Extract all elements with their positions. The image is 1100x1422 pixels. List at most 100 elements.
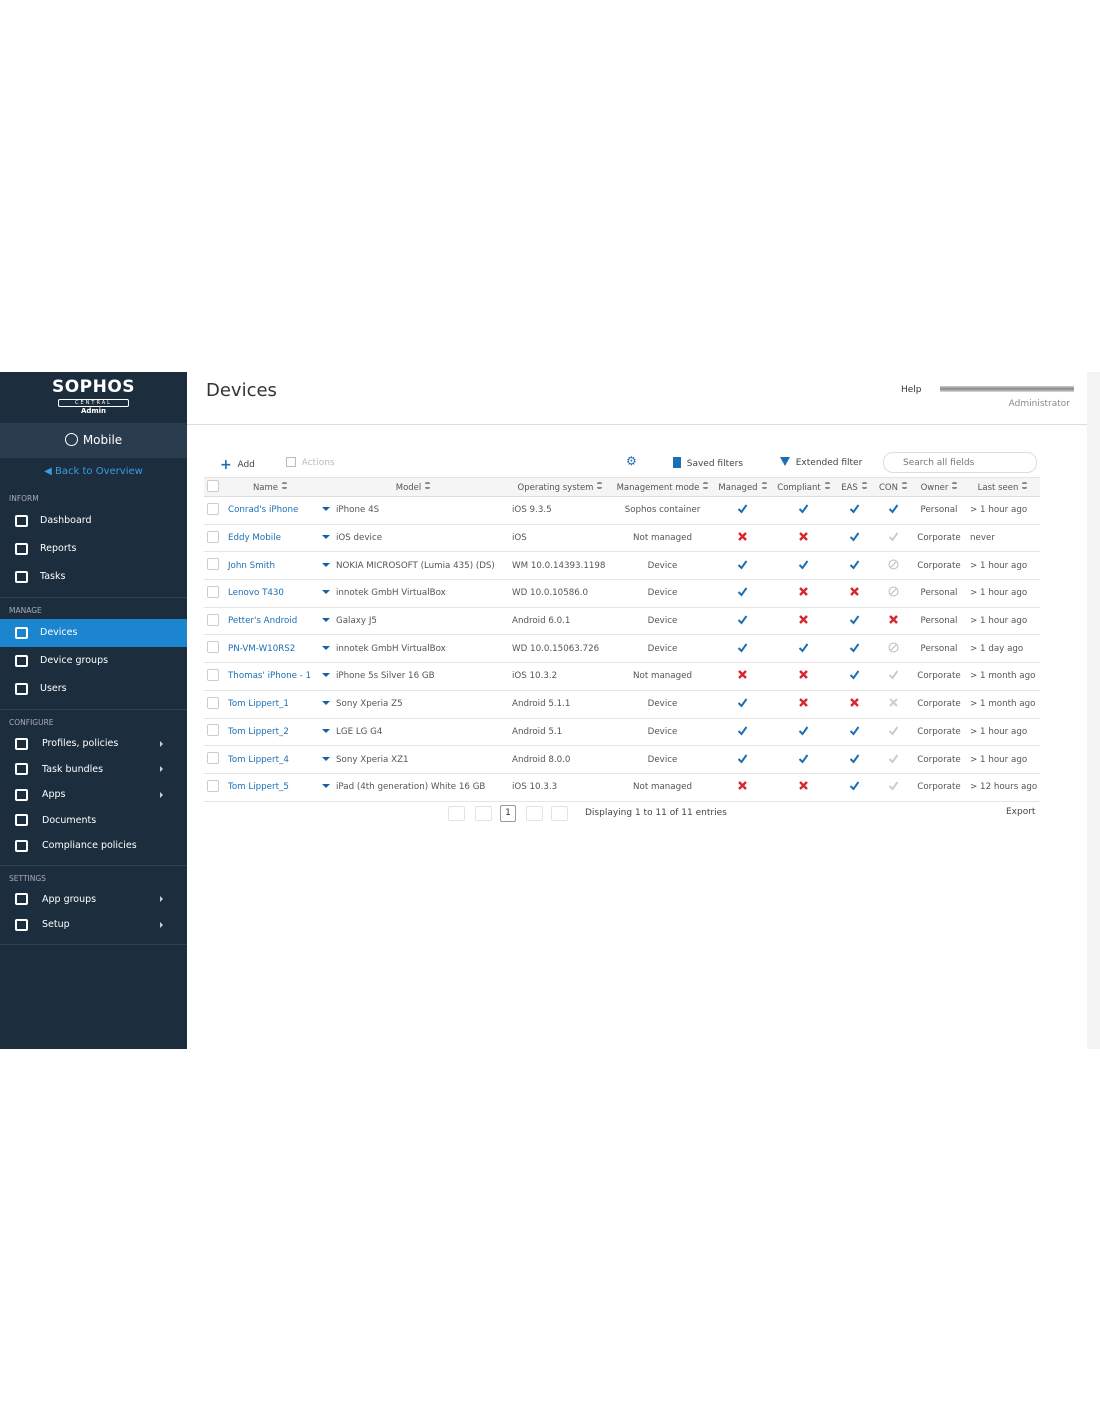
nav-item[interactable]: Reports xyxy=(0,535,187,563)
device-name[interactable]: PN-VM-W10RS2 xyxy=(222,634,318,664)
nav-icon xyxy=(15,814,28,827)
search-placeholder: Search all fields xyxy=(903,458,975,468)
nav-item[interactable]: Dashboard xyxy=(0,507,187,535)
sort-icon xyxy=(282,481,288,489)
submenu-arrow xyxy=(160,740,163,747)
checkbox[interactable] xyxy=(207,558,219,571)
row-menu[interactable] xyxy=(322,590,330,595)
checkbox[interactable] xyxy=(207,502,219,515)
checkbox[interactable] xyxy=(207,585,219,598)
device-name[interactable]: Lenovo T430 xyxy=(222,579,318,608)
row-menu[interactable] xyxy=(322,618,330,623)
row-menu[interactable] xyxy=(322,535,330,540)
column-header[interactable]: Name xyxy=(222,477,318,497)
device-name[interactable]: John Smith xyxy=(222,551,318,581)
column-header[interactable]: CON xyxy=(873,477,913,497)
select-all xyxy=(204,477,222,497)
nav-item[interactable]: Setup xyxy=(0,912,187,938)
nav-label: App groups xyxy=(42,893,97,905)
column-header[interactable]: Owner xyxy=(913,477,965,497)
next-page[interactable] xyxy=(526,806,543,821)
sort-icon xyxy=(901,481,907,489)
nav-item[interactable]: App groups xyxy=(0,887,187,913)
status-na xyxy=(887,586,898,597)
nav-item[interactable]: Documents xyxy=(0,808,187,834)
checkbox[interactable] xyxy=(207,613,219,626)
row-menu[interactable] xyxy=(322,645,330,650)
column-header[interactable]: Management mode xyxy=(612,477,713,497)
column-header[interactable]: Managed xyxy=(713,477,772,497)
device-row: Thomas' iPhone - 1 iPhone 5s Silver 16 GB… xyxy=(204,662,1040,691)
status-check xyxy=(798,753,809,764)
add-button[interactable]: + Add xyxy=(220,457,255,473)
nav-separator xyxy=(0,943,187,945)
checkbox[interactable] xyxy=(207,752,219,765)
nav-item[interactable]: Task bundles xyxy=(0,757,187,783)
model: Galaxy J5 xyxy=(336,616,377,627)
row-menu[interactable] xyxy=(322,673,330,678)
nav-label: Profiles, policies xyxy=(42,738,119,749)
section-title: INFORM xyxy=(9,494,39,503)
checkbox[interactable] xyxy=(207,530,219,543)
last-page[interactable] xyxy=(551,806,568,821)
first-page[interactable] xyxy=(448,806,465,821)
row-menu[interactable] xyxy=(322,507,330,512)
help-link[interactable]: Help xyxy=(901,385,922,395)
checkbox[interactable] xyxy=(207,668,219,681)
saved-filters[interactable]: Saved filters xyxy=(673,457,743,469)
checkbox[interactable] xyxy=(207,696,219,709)
nav-item[interactable]: Tasks xyxy=(0,563,187,591)
page-number[interactable]: 1 xyxy=(500,805,516,822)
extended-filter[interactable]: Extended filter xyxy=(780,457,862,468)
row-menu[interactable] xyxy=(322,701,330,706)
os: iOS 10.3.3 xyxy=(508,773,612,802)
export-button[interactable]: Export xyxy=(989,807,1035,817)
device-name[interactable]: Tom Lippert_2 xyxy=(222,718,318,747)
actions-button[interactable]: Actions xyxy=(286,457,335,468)
row-menu[interactable] xyxy=(322,756,330,761)
search-box[interactable]: Search all fields xyxy=(883,452,1037,473)
device-name[interactable]: Thomas' iPhone - 1 xyxy=(222,662,318,691)
prev-page[interactable] xyxy=(475,806,492,821)
nav-item[interactable]: Apps xyxy=(0,782,187,808)
back-link[interactable]: ◀ Back to Overview xyxy=(44,466,143,477)
status-check xyxy=(798,726,809,736)
nav-icon xyxy=(15,571,28,583)
checkbox[interactable] xyxy=(207,479,219,492)
device-name[interactable]: Conrad's iPhone xyxy=(222,496,318,525)
column-label: EAS xyxy=(841,482,858,493)
device-name[interactable]: Tom Lippert_4 xyxy=(222,745,318,774)
nav-item[interactable]: Devices xyxy=(0,619,187,647)
nav-label: Apps xyxy=(42,789,66,800)
nav-item[interactable]: Device groups xyxy=(0,647,187,675)
column-header[interactable]: Compliant xyxy=(772,477,835,497)
scrollbar[interactable] xyxy=(1087,372,1100,1049)
checkbox[interactable] xyxy=(207,779,219,792)
status-cell xyxy=(713,773,772,802)
device-name[interactable]: Eddy Mobile xyxy=(222,524,318,553)
user-name[interactable] xyxy=(940,386,1074,392)
nav-item[interactable]: Users xyxy=(0,675,187,703)
status-check xyxy=(737,615,748,625)
status-check xyxy=(798,643,809,653)
nav-item[interactable]: Profiles, policies xyxy=(0,731,187,757)
logo-sub: CENTRAL xyxy=(58,399,129,407)
column-label: Operating system xyxy=(517,482,594,493)
column-header[interactable]: Last seen xyxy=(965,477,1040,497)
device-name[interactable]: Tom Lippert_5 xyxy=(222,773,318,802)
device-name[interactable]: Tom Lippert_1 xyxy=(222,690,318,719)
row-menu[interactable] xyxy=(322,728,330,733)
extended-filter-label: Extended filter xyxy=(795,458,863,468)
row-menu[interactable] xyxy=(322,784,330,789)
device-name[interactable]: Petter's Android xyxy=(222,607,318,636)
checkbox[interactable] xyxy=(207,641,219,654)
product[interactable]: Mobile xyxy=(0,423,187,458)
column-header[interactable]: Operating system xyxy=(508,477,612,497)
column-header[interactable]: EAS xyxy=(835,477,873,497)
settings-button[interactable]: ⚙ xyxy=(626,454,637,468)
checkbox[interactable] xyxy=(207,724,219,737)
nav-icon xyxy=(15,918,28,931)
row-menu[interactable] xyxy=(322,562,330,567)
column-header[interactable]: Model xyxy=(318,477,508,497)
nav-item[interactable]: Compliance policies xyxy=(0,833,187,859)
